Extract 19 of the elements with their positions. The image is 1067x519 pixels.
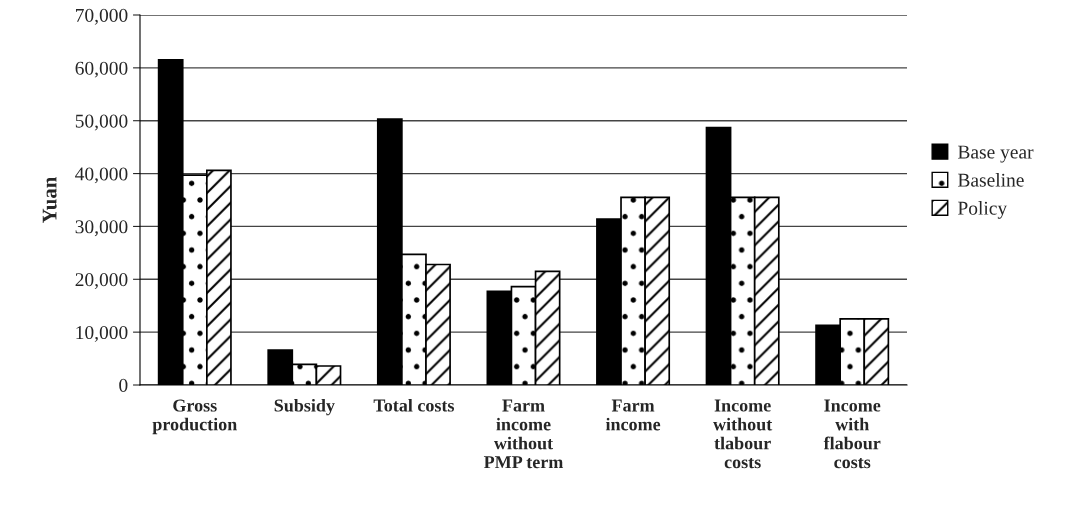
y-tick-label: 70,000 xyxy=(76,8,128,25)
x-tick-label: Farm income xyxy=(605,399,661,431)
x-tick-label: Total costs xyxy=(373,398,455,412)
legend-label: Baseline xyxy=(958,173,1024,187)
y-tick-label: 10,000 xyxy=(76,325,128,342)
legend-label: Base year xyxy=(958,145,1034,163)
y-tick-label: 50,000 xyxy=(75,114,128,131)
x-tick-label: Farm income without PMP term xyxy=(483,399,564,469)
y-axis-title: Yuan xyxy=(42,176,57,223)
y-tick-label: 0 xyxy=(119,378,128,392)
y-tick-label: 30,000 xyxy=(75,220,128,237)
x-tick-label: Gross production xyxy=(152,399,237,435)
y-tick-label: 60,000 xyxy=(75,61,128,78)
legend-label: Policy xyxy=(958,201,1008,219)
y-tick-label: 40,000 xyxy=(75,167,128,184)
x-tick-label: Subsidy xyxy=(274,398,335,416)
x-tick-label: Income with flabour costs xyxy=(823,399,881,469)
y-tick-label: 20,000 xyxy=(75,273,128,290)
x-tick-label: Income without tlabour costs xyxy=(713,399,773,469)
